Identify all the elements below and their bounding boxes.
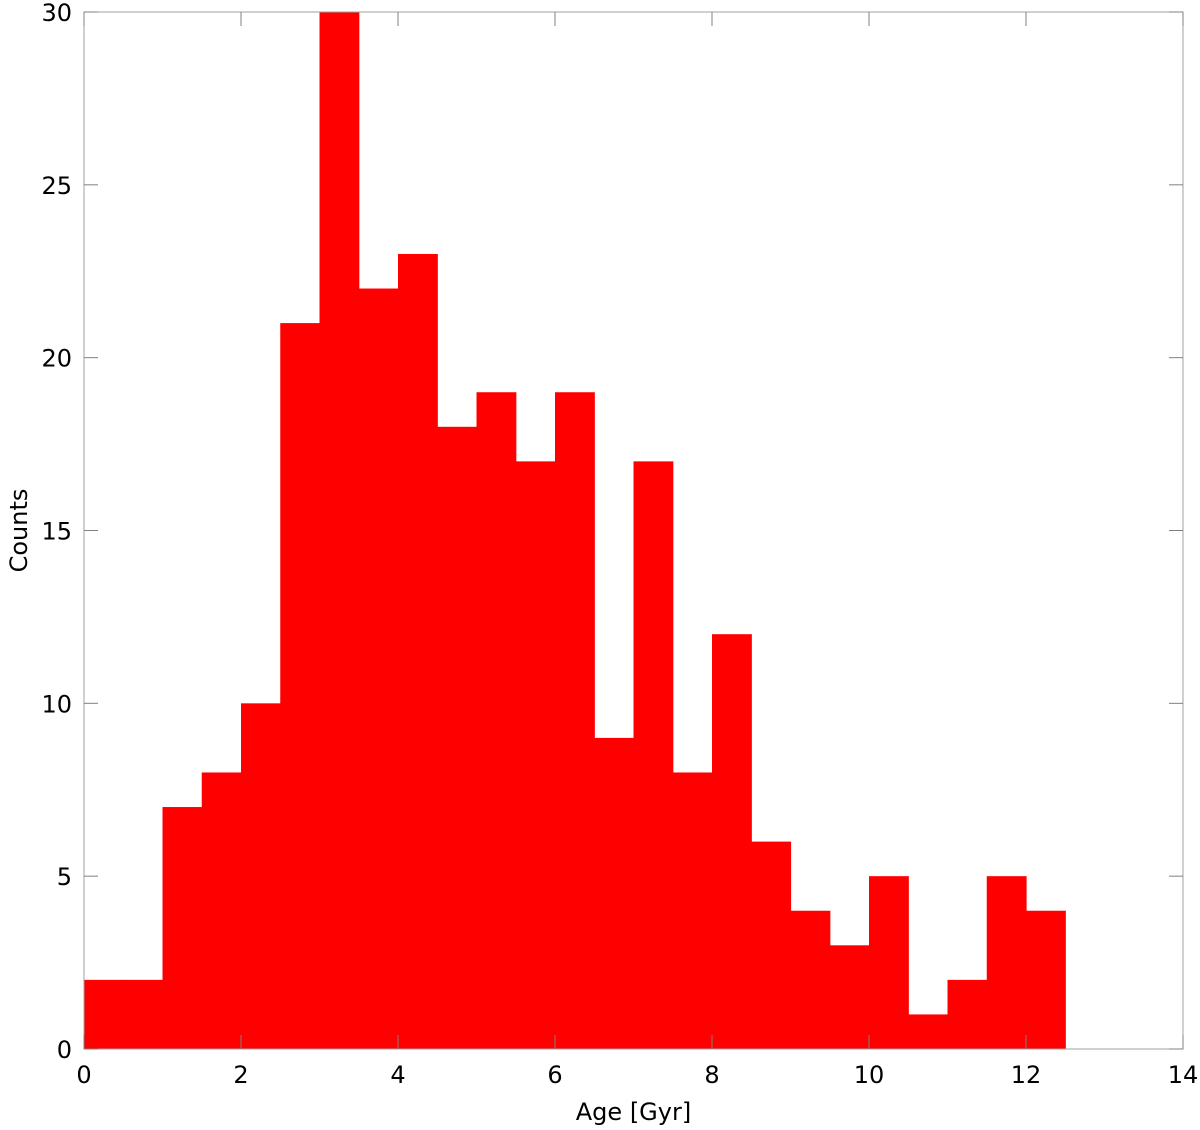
histogram-bar — [751, 841, 792, 1049]
histogram-bar — [947, 979, 988, 1049]
x-tick-label: 6 — [547, 1061, 562, 1089]
histogram-bar — [908, 1014, 949, 1049]
histogram-bar — [201, 772, 242, 1049]
histogram-bar — [358, 288, 399, 1049]
x-tick-label: 12 — [1011, 1061, 1042, 1089]
histogram-bar — [986, 876, 1027, 1049]
histogram-bar — [594, 737, 635, 1049]
y-tick-label: 0 — [57, 1036, 72, 1064]
y-tick-label: 20 — [41, 345, 72, 373]
histogram-bars — [84, 12, 1066, 1050]
histogram-bar — [672, 772, 713, 1049]
histogram-bar — [869, 876, 909, 1049]
histogram-bar — [790, 910, 831, 1049]
histogram-bar — [829, 945, 870, 1049]
histogram-bar — [84, 979, 124, 1049]
histogram-bar — [162, 807, 203, 1049]
y-tick-label: 30 — [41, 0, 72, 27]
x-tick-label: 0 — [76, 1061, 91, 1089]
y-tick-label: 5 — [57, 863, 72, 891]
histogram-bar — [398, 253, 438, 1050]
histogram-bar — [280, 323, 321, 1050]
x-tick-label: 2 — [233, 1061, 248, 1089]
histogram-bar — [1026, 910, 1066, 1049]
x-tick-label: 14 — [1168, 1061, 1199, 1089]
y-axis-label: Counts — [5, 489, 33, 573]
histogram-bar — [555, 392, 595, 1050]
histogram-bar — [712, 634, 752, 1049]
histogram-bar — [241, 703, 281, 1049]
axis-ticks — [83, 11, 1184, 1050]
x-tick-label: 8 — [704, 1061, 719, 1089]
histogram-bar — [319, 12, 360, 1049]
x-tick-label: 10 — [854, 1061, 885, 1089]
histogram-bar — [476, 392, 517, 1050]
histogram-bar — [515, 461, 556, 1049]
y-tick-label: 15 — [41, 518, 72, 546]
x-axis-label: Age [Gyr] — [576, 1098, 691, 1126]
histogram-bar — [123, 979, 164, 1049]
x-tick-labels: 0 2 4 6 8 10 12 14 — [76, 1061, 1198, 1089]
y-tick-label: 25 — [41, 172, 72, 200]
histogram-bar — [437, 426, 478, 1049]
histogram-bar — [633, 461, 674, 1049]
x-tick-label: 4 — [390, 1061, 405, 1089]
y-tick-label: 10 — [41, 690, 72, 718]
y-tick-labels: 0 5 10 15 20 25 30 — [41, 0, 72, 1064]
